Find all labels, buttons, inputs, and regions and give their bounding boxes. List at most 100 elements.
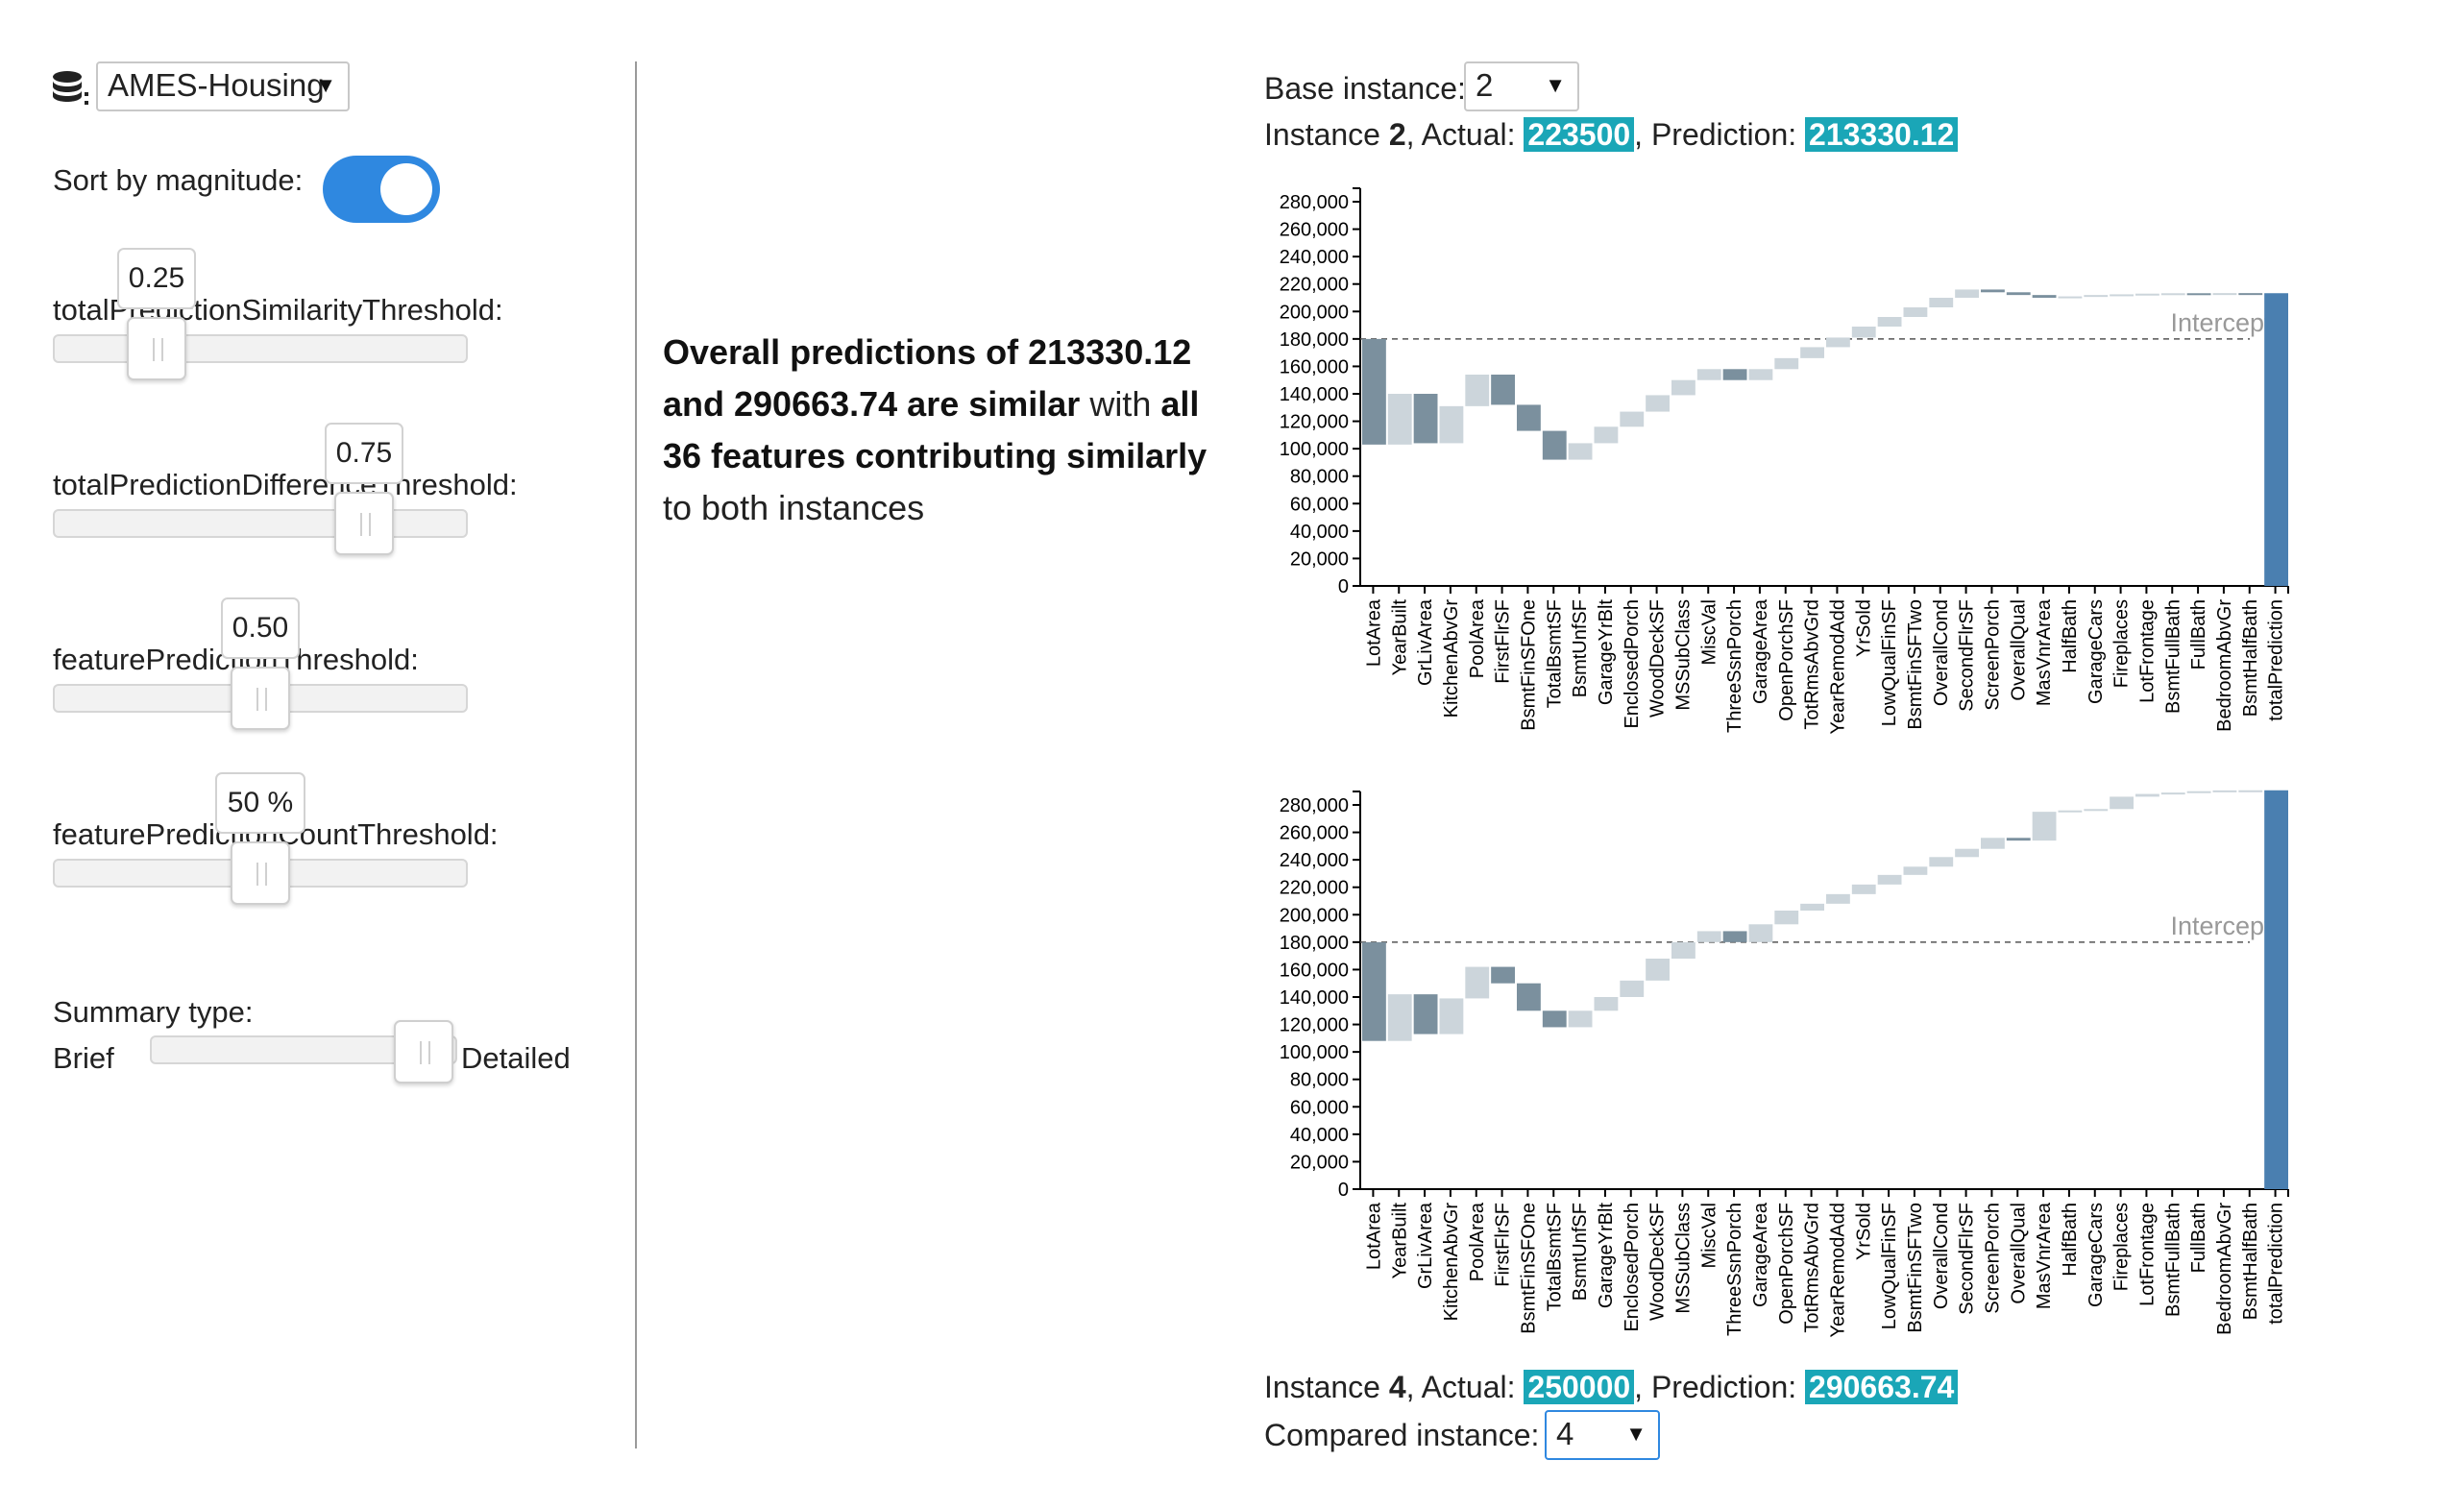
compared-instance-select[interactable]: 4 ▼ — [1545, 1410, 1660, 1460]
slider-handle-feature-count[interactable] — [231, 841, 290, 905]
bar-totalPrediction — [2264, 790, 2288, 1189]
bar-TotRmsAbvGrd — [1800, 903, 1824, 911]
summary-highlight-features: all 36 features contributing similarly — [663, 384, 1208, 475]
slider-value-feature-count: 50 % — [215, 772, 305, 834]
bar-GrLivArea — [1413, 994, 1438, 1034]
x-tick-label-FirstFlrSF: FirstFlrSF — [1493, 1203, 1514, 1287]
bar-GarageCars — [2084, 295, 2109, 298]
x-tick-label-ScreenPorch: ScreenPorch — [1982, 1203, 2003, 1314]
bar-GarageYrBlt — [1594, 426, 1619, 444]
x-tick-label-YearBuilt: YearBuilt — [1389, 1203, 1410, 1279]
bar-HalfBath — [2058, 296, 2083, 299]
y-tick-label: 40,000 — [1290, 522, 1349, 543]
bar-YrSold — [1851, 327, 1876, 338]
compared-instance-label: Compared instance: — [1264, 1418, 1540, 1452]
x-tick-label-KitchenAbvGr: KitchenAbvGr — [1441, 1203, 1462, 1322]
x-tick-label-BsmtFullBath: BsmtFullBath — [2162, 599, 2183, 714]
bar-MasVnrArea — [2032, 812, 2057, 841]
x-tick-label-BsmtFinSFTwo: BsmtFinSFTwo — [1905, 1203, 1926, 1333]
bar-TotalBsmtSF — [1542, 1010, 1567, 1028]
base-instance-select-value: 2 — [1476, 67, 1494, 103]
summary-text-end: to both instances — [663, 488, 925, 527]
bar-LowQualFinSF — [1877, 874, 1902, 885]
slider-handle-feature-prediction[interactable] — [231, 667, 290, 730]
bar-ThreeSsnPorch — [1722, 931, 1747, 942]
compared-instance-info: Instance 4, Actual: 250000, Prediction: … — [1264, 1370, 1959, 1405]
bar-LotFrontage — [2135, 793, 2159, 797]
bar-PoolArea — [1465, 375, 1490, 406]
x-tick-label-totalPrediction: totalPrediction — [2266, 1203, 2287, 1325]
bar-GarageYrBlt — [1594, 997, 1619, 1011]
x-tick-label-ThreeSsnPorch: ThreeSsnPorch — [1724, 1203, 1745, 1336]
x-tick-label-KitchenAbvGr: KitchenAbvGr — [1441, 599, 1462, 718]
y-tick-label: 80,000 — [1290, 1070, 1349, 1091]
x-tick-label-TotalBsmtSF: TotalBsmtSF — [1544, 599, 1565, 708]
actual-label: , Actual: — [1405, 117, 1525, 152]
y-tick-label: 0 — [1338, 1180, 1349, 1201]
x-tick-label-TotRmsAbvGrd: TotRmsAbvGrd — [1802, 1203, 1823, 1333]
bar-KitchenAbvGr — [1439, 998, 1464, 1034]
prediction-label: , Prediction: — [1634, 117, 1806, 152]
bar-GrLivArea — [1413, 394, 1438, 444]
base-instance-info: Instance 2, Actual: 223500, Prediction: … — [1264, 117, 1959, 153]
x-tick-label-TotalBsmtSF: TotalBsmtSF — [1544, 1203, 1565, 1311]
x-tick-label-BsmtUnfSF: BsmtUnfSF — [1570, 1203, 1591, 1301]
bar-OverallCond — [1929, 298, 1954, 307]
bar-BsmtUnfSF — [1568, 443, 1593, 460]
x-tick-label-OpenPorchSF: OpenPorchSF — [1776, 1203, 1797, 1325]
x-tick-label-BsmtFullBath: BsmtFullBath — [2162, 1203, 2183, 1317]
bar-MasVnrArea — [2032, 295, 2057, 298]
x-tick-label-GarageCars: GarageCars — [2086, 599, 2107, 704]
chevron-down-icon: ▼ — [1545, 73, 1566, 97]
x-tick-label-YearRemodAdd: YearRemodAdd — [1827, 599, 1848, 734]
x-tick-label-MasVnrArea: MasVnrArea — [2034, 598, 2055, 706]
prediction-badge: 290663.74 — [1805, 1370, 1959, 1404]
bar-LotArea — [1362, 941, 1386, 1041]
x-tick-label-LowQualFinSF: LowQualFinSF — [1879, 599, 1900, 726]
bar-ThreeSsnPorch — [1722, 369, 1747, 380]
slider-track-similarity[interactable] — [53, 334, 468, 363]
bar-HalfBath — [2058, 810, 2083, 813]
bar-WoodDeckSF — [1646, 959, 1670, 981]
summary-type-detailed: Detailed — [461, 1041, 571, 1075]
base-instance-select[interactable]: 2 ▼ — [1464, 61, 1579, 111]
bar-Fireplaces — [2110, 294, 2134, 297]
chevron-down-icon: ▼ — [1625, 1422, 1647, 1446]
sort-toggle[interactable] — [323, 156, 440, 223]
y-tick-label: 40,000 — [1290, 1125, 1349, 1146]
bar-OverallQual — [2006, 838, 2031, 841]
bar-BsmtFullBath — [2160, 293, 2185, 296]
y-tick-label: 140,000 — [1280, 987, 1349, 1009]
x-tick-label-GarageArea: GarageArea — [1750, 1202, 1771, 1307]
dataset-select[interactable]: AMES-Housing ▼ — [96, 61, 350, 111]
waterfall-chart-compared: 0 20,000 40,000 60,000 80,000 100,000 120,000 1… — [1280, 790, 2289, 1337]
chevron-down-icon: ▼ — [315, 73, 336, 97]
bar-BsmtFinSFTwo — [1903, 307, 1928, 317]
summary-type-handle[interactable] — [394, 1020, 453, 1083]
bar-LotFrontage — [2135, 293, 2159, 296]
x-tick-label-MiscVal: MiscVal — [1698, 599, 1720, 666]
bar-GarageArea — [1748, 369, 1773, 380]
bar-YearRemodAdd — [1826, 337, 1850, 348]
y-tick-label: 20,000 — [1290, 1152, 1349, 1173]
x-tick-label-BsmtFinSFTwo: BsmtFinSFTwo — [1905, 599, 1926, 730]
compared-instance-select-value: 4 — [1556, 1416, 1574, 1451]
y-tick-label: 220,000 — [1280, 275, 1349, 296]
bar-OverallCond — [1929, 857, 1954, 867]
bar-SecondFlrSF — [1955, 848, 1979, 858]
bar-FirstFlrSF — [1491, 966, 1515, 984]
y-tick-label: 200,000 — [1280, 905, 1349, 926]
slider-track-difference[interactable] — [53, 509, 468, 538]
x-tick-label-MasVnrArea: MasVnrArea — [2034, 1202, 2055, 1309]
x-tick-label-OverallQual: OverallQual — [2008, 1203, 2029, 1304]
slider-handle-difference[interactable] — [334, 492, 394, 555]
bar-BsmtFinSFTwo — [1903, 866, 1928, 875]
bar-BsmtUnfSF — [1568, 1010, 1593, 1028]
bar-PoolArea — [1465, 966, 1490, 999]
slider-handle-similarity[interactable] — [127, 317, 186, 380]
x-tick-label-LotFrontage: LotFrontage — [2136, 1203, 2158, 1306]
y-tick-label: 80,000 — [1290, 467, 1349, 488]
x-tick-label-WoodDeckSF: WoodDeckSF — [1647, 1203, 1669, 1321]
y-tick-label: 180,000 — [1280, 329, 1349, 351]
slider-value-feature-prediction: 0.50 — [221, 597, 300, 659]
